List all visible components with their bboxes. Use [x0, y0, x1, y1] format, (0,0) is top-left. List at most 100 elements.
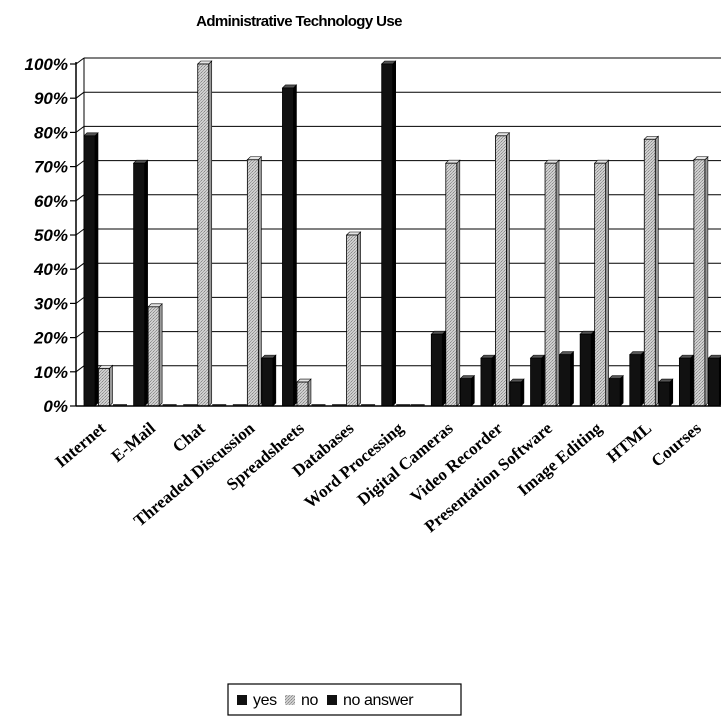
- gridline-depth: [75, 160, 85, 168]
- gridline-depth: [75, 57, 85, 65]
- bar-zero: [232, 404, 247, 406]
- bar-front: [430, 333, 443, 407]
- bar-side: [619, 374, 624, 407]
- bar-side: [640, 350, 645, 407]
- bar-front: [346, 234, 358, 407]
- bar-yes: [629, 350, 645, 407]
- bar-side: [208, 60, 213, 407]
- bar-side: [94, 132, 99, 407]
- bar-front: [509, 381, 522, 407]
- bar-side: [669, 378, 674, 407]
- bar-yes: [579, 330, 595, 407]
- bar-side: [357, 231, 361, 407]
- bar-no-answer: [459, 374, 476, 407]
- bar-no: [147, 303, 163, 407]
- bar-side: [506, 132, 510, 407]
- bar-no: [246, 156, 263, 407]
- bar-side: [520, 378, 525, 407]
- bar-front: [296, 381, 309, 407]
- bar-front: [678, 357, 691, 407]
- gridline-depth: [75, 331, 85, 339]
- bar-front: [643, 138, 656, 407]
- bar-side: [541, 354, 545, 407]
- bar-no: [445, 159, 461, 407]
- y-tick-label: 40%: [33, 260, 68, 279]
- bar-top: [707, 354, 721, 359]
- y-tick-label: 20%: [33, 329, 68, 348]
- bar-yes: [430, 330, 447, 407]
- bar-front: [445, 162, 458, 407]
- bar-side: [654, 135, 659, 407]
- bar-front: [707, 357, 720, 407]
- bar-zero: [183, 404, 198, 406]
- y-tick-label: 10%: [34, 363, 68, 382]
- gridline-depth: [75, 262, 85, 270]
- bar-zero: [410, 404, 425, 406]
- bar-no-answer: [410, 404, 425, 406]
- bar-no-answer: [608, 374, 624, 407]
- bar-no-answer: [361, 404, 376, 406]
- y-tick-label: 60%: [34, 192, 68, 211]
- gridline-depth: [75, 194, 85, 202]
- legend-label-yes: yes: [253, 692, 277, 709]
- legend-swatch-no: [285, 695, 295, 705]
- bar-front: [246, 159, 259, 407]
- bar-side: [605, 159, 609, 407]
- y-tick-label: 70%: [34, 158, 68, 177]
- bar-front: [261, 357, 274, 407]
- axes: [70, 62, 721, 407]
- bar-zero: [113, 404, 127, 406]
- y-tick-label: 80%: [34, 123, 68, 142]
- bar-side: [590, 330, 595, 407]
- bar-side: [272, 354, 277, 407]
- bar-front: [459, 378, 472, 407]
- bar-front: [579, 333, 592, 407]
- bar-no-answer: [261, 354, 277, 407]
- bar-side: [570, 350, 574, 407]
- bar-no: [396, 404, 411, 406]
- bar-side: [144, 159, 148, 407]
- x-tick-label: E-Mail: [108, 418, 159, 466]
- bar-no: [593, 159, 610, 407]
- bar-no: [345, 231, 362, 407]
- x-tick-label: HTML: [603, 419, 655, 467]
- gridlines: [75, 57, 721, 400]
- bar-no-answer: [509, 378, 525, 407]
- chart-title: Administrative Technology Use: [196, 13, 402, 30]
- bar-side: [258, 156, 262, 407]
- bar-side: [392, 60, 396, 407]
- legend-label-no-answer: no answer: [343, 692, 414, 709]
- bar-front: [147, 306, 160, 407]
- bar-no-answer: [162, 404, 177, 406]
- bar-yes: [183, 404, 198, 406]
- bar-front: [658, 381, 671, 407]
- bar-front: [608, 378, 621, 407]
- legend-label-no: no: [301, 692, 318, 709]
- bar-no: [643, 135, 659, 407]
- bar-front: [133, 162, 146, 407]
- bar-front: [98, 367, 110, 407]
- legend-swatch-yes: [237, 695, 247, 705]
- bar-front: [381, 63, 394, 407]
- bar-front: [83, 135, 96, 407]
- bar-yes: [678, 354, 695, 407]
- bar-yes: [380, 60, 397, 407]
- bar-side: [471, 374, 475, 407]
- bar-no-answer: [311, 404, 326, 406]
- bar-no-answer: [658, 378, 674, 407]
- legend-box: [227, 683, 462, 716]
- bar-yes: [132, 159, 149, 407]
- bar-side: [293, 84, 297, 407]
- bar-yes: [232, 404, 247, 406]
- y-tick-label: 100%: [25, 55, 68, 74]
- bar-front: [544, 162, 557, 407]
- bar-side: [491, 354, 496, 407]
- bar-zero: [212, 404, 227, 406]
- bar-front: [530, 357, 542, 407]
- bar-yes: [332, 404, 347, 406]
- bar-yes: [480, 354, 496, 407]
- bar-no: [693, 156, 709, 407]
- bar-front: [480, 357, 493, 407]
- bar-yes: [529, 354, 546, 407]
